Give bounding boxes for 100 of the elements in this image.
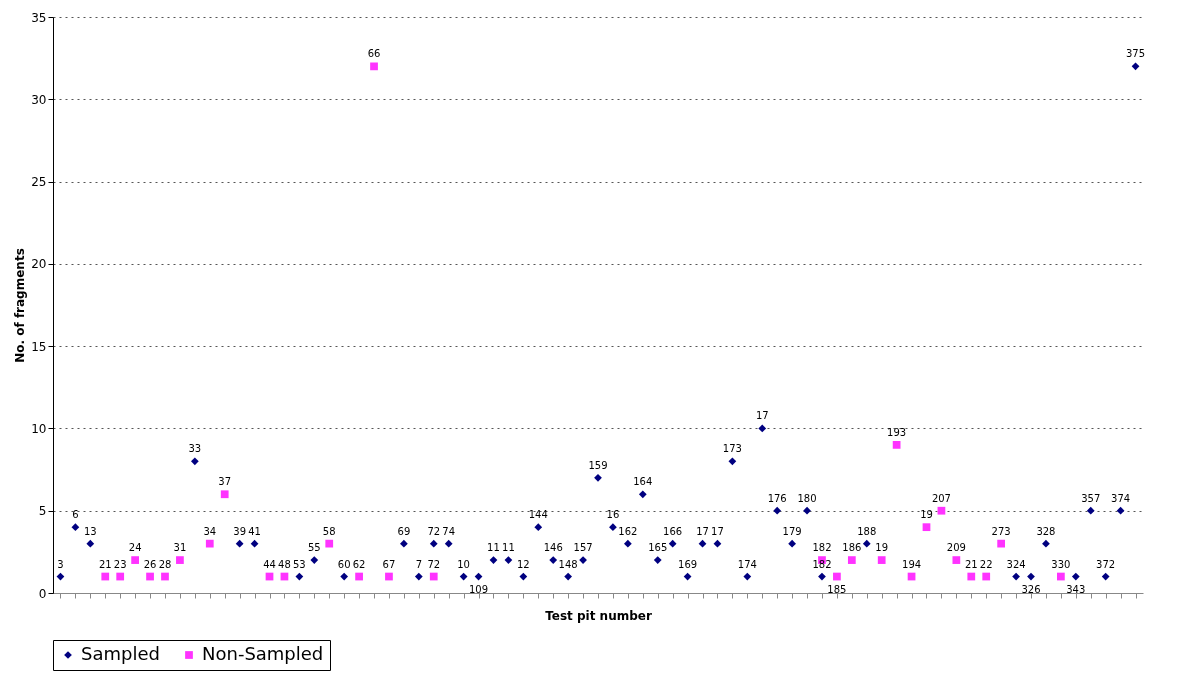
x-tick-label: 193: [887, 426, 907, 438]
point: [638, 490, 647, 499]
x-tick-label: 330: [1051, 558, 1071, 570]
point: [429, 572, 438, 581]
point: [400, 539, 408, 548]
point: [937, 506, 946, 515]
point: [1086, 506, 1095, 515]
x-tick-label: 31: [173, 542, 187, 554]
x-tick-label: 173: [722, 443, 742, 455]
x-tick-label: 24: [128, 542, 142, 554]
x-tick-label: 165: [648, 542, 668, 554]
point: [698, 539, 707, 548]
x-tick-label: 324: [1006, 558, 1026, 570]
x-tick-label: 146: [543, 542, 563, 554]
point: [818, 572, 826, 581]
point: [325, 539, 334, 548]
x-tick-label: 17: [696, 525, 709, 537]
point: [1131, 62, 1140, 71]
y-tick-label: 35: [31, 10, 47, 25]
point: [310, 556, 319, 564]
x-tick-label: 39: [233, 525, 247, 537]
x-tick-label: 357: [1081, 492, 1101, 504]
x-tick-label: 169: [678, 558, 698, 570]
x-tick-label: 164: [633, 476, 653, 488]
x-tick-label: 16: [606, 509, 620, 521]
point: [579, 556, 587, 564]
x-tick-label: 26: [143, 558, 157, 570]
x-tick-label: 66: [367, 48, 381, 60]
y-tick-label: 0: [38, 586, 47, 601]
x-tick-label: 13: [83, 525, 97, 537]
point: [504, 556, 513, 564]
point: [788, 539, 796, 548]
point: [623, 539, 632, 548]
point: [847, 556, 856, 564]
point: [190, 457, 199, 466]
x-tick-label: 6: [72, 509, 79, 521]
x-tick-label: 188: [857, 525, 877, 537]
point: [235, 539, 244, 548]
point: [1116, 506, 1125, 515]
x-tick-label: 21: [98, 558, 112, 570]
x-tick-label: 69: [397, 525, 411, 537]
point: [1057, 572, 1065, 581]
x-tick-label: 159: [588, 459, 608, 471]
point: [71, 523, 80, 532]
point: [414, 572, 423, 581]
point: [713, 539, 722, 548]
x-tick-label: 37: [218, 476, 232, 488]
x-tick-label: 44: [263, 558, 276, 570]
x-tick-label: 174: [737, 558, 757, 570]
x-tick-label: 22: [979, 558, 993, 570]
point: [1012, 572, 1020, 581]
x-tick-label: 19: [875, 542, 889, 554]
point: [176, 556, 184, 564]
x-tick-label: 186: [842, 542, 862, 554]
y-tick-label: 20: [31, 257, 47, 272]
x-tick-label: 185: [827, 583, 847, 595]
x-tick-label: 21: [964, 558, 978, 570]
x-tick-label: 7: [415, 558, 423, 570]
x-tick-label: 48: [278, 558, 291, 570]
x-tick-label: 17: [755, 410, 769, 422]
x-tick-label: 162: [618, 525, 638, 537]
x-tick-label: 326: [1021, 583, 1041, 595]
x-tick-label: 67: [382, 558, 396, 570]
point: [922, 523, 931, 532]
point: [519, 572, 528, 581]
x-tick-label: 53: [293, 558, 306, 570]
point: [295, 572, 304, 581]
x-tick-label: 58: [322, 525, 336, 537]
x-tick-label: 374: [1111, 492, 1131, 504]
point: [728, 457, 737, 466]
point: [370, 62, 378, 71]
x-tick-label: 55: [307, 542, 321, 554]
x-tick-label: 273: [991, 525, 1011, 537]
point: [743, 572, 752, 581]
x-tick-label: 3: [57, 558, 64, 570]
point: [1101, 572, 1110, 581]
x-tick-label: 328: [1036, 525, 1056, 537]
point: [429, 539, 438, 548]
x-tick-label: 166: [663, 525, 683, 537]
x-tick-label: 148: [558, 558, 578, 570]
point: [668, 539, 677, 548]
x-axis-title: Test pit number: [545, 609, 652, 623]
point: [653, 556, 662, 564]
y-tick-label: 5: [38, 504, 47, 519]
x-tick-label: 180: [797, 492, 817, 504]
point: [220, 490, 229, 499]
x-tick-label: 182: [812, 558, 832, 570]
point: [355, 572, 363, 581]
point: [952, 556, 961, 564]
x-tick-label: 109: [469, 583, 489, 595]
point: [250, 539, 259, 548]
y-tick-label: 10: [31, 421, 47, 436]
x-tick-label: 176: [767, 492, 787, 504]
x-tick-label: 11: [502, 542, 515, 554]
point: [161, 572, 169, 581]
x-tick-label: 41: [248, 525, 261, 537]
x-tick-label: 179: [782, 525, 802, 537]
x-tick-label: 343: [1066, 583, 1086, 595]
point: [116, 572, 125, 581]
point: [833, 572, 841, 581]
